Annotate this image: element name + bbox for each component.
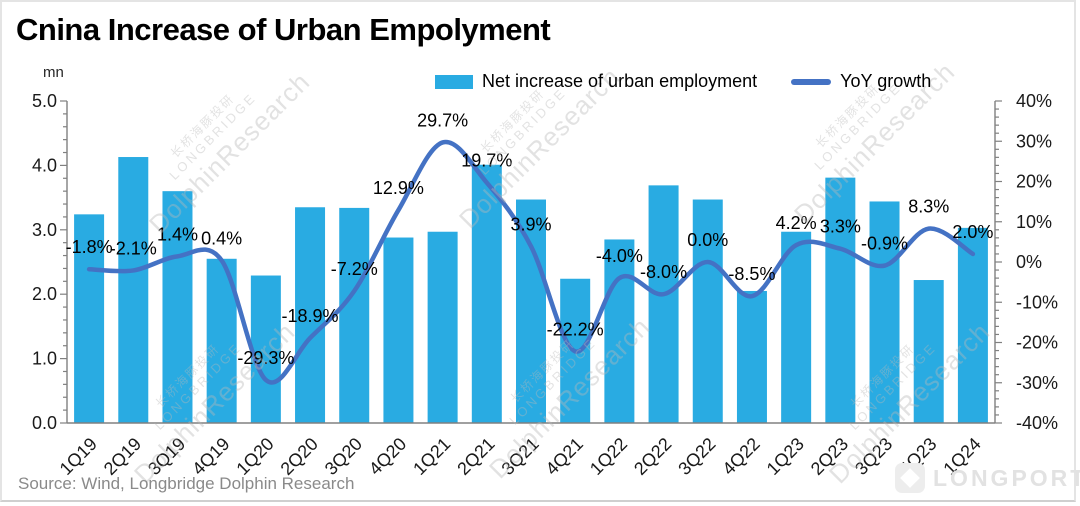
yoy-data-label-2Q21: 19.7% (461, 151, 512, 171)
x-axis-label-2Q20: 2Q20 (277, 434, 322, 479)
right-axis-tick-label: -40% (1016, 413, 1058, 433)
x-axis-label-2Q22: 2Q22 (630, 434, 675, 479)
source-note: Source: Wind, Longbridge Dolphin Researc… (18, 474, 355, 493)
yoy-data-label-2Q22: -8.0% (640, 262, 687, 282)
yoy-data-label-2Q20: -18.9% (282, 306, 339, 326)
yoy-data-label-3Q21: 3.9% (510, 214, 551, 234)
bar-2Q19 (118, 157, 149, 423)
yoy-data-label-1Q21: 29.7% (417, 110, 468, 130)
legend-label-bars: Net increase of urban employment (482, 71, 758, 91)
bar-3Q19 (162, 191, 193, 423)
right-axis-tick-label: 10% (1016, 212, 1052, 232)
yoy-data-label-4Q22: -8.5% (728, 264, 775, 284)
yoy-data-label-2Q23: 3.3% (820, 217, 861, 237)
longport-logo-text: LONGPORT (933, 464, 1080, 491)
bar-2Q20 (295, 207, 326, 423)
right-axis-tick-label: -30% (1016, 373, 1058, 393)
bar-1Q22 (604, 239, 635, 423)
bar-2Q23 (825, 177, 856, 423)
left-axis-tick-label: 1.0 (32, 349, 57, 369)
left-axis-tick-label: 2.0 (32, 284, 57, 304)
right-axis-tick-label: 20% (1016, 172, 1052, 192)
bar-4Q22 (736, 290, 767, 423)
x-axis-label-3Q22: 3Q22 (674, 434, 719, 479)
longport-logo: LONGPORT (895, 463, 1080, 493)
bar-1Q19 (74, 214, 105, 423)
legend-item-bars: Net increase of urban employment (435, 71, 757, 92)
longport-logo-icon (895, 463, 925, 493)
yoy-data-label-1Q22: -4.0% (596, 246, 643, 266)
left-axis-tick-label: 5.0 (32, 91, 57, 111)
x-axis-label-4Q20: 4Q20 (365, 434, 410, 479)
yoy-data-label-3Q22: 0.0% (687, 230, 728, 250)
line-swatch-icon (791, 78, 832, 85)
x-axis-label-4Q22: 4Q22 (718, 434, 763, 479)
yoy-data-label-3Q19: 1.4% (157, 224, 198, 244)
bar-3Q22 (692, 199, 723, 423)
yoy-data-label-1Q23: 4.2% (776, 213, 817, 233)
bar-3Q23 (869, 201, 900, 423)
yoy-data-label-4Q21: -22.2% (547, 319, 604, 339)
bar-swatch-icon (435, 74, 473, 89)
yoy-data-label-3Q23: -0.9% (861, 234, 908, 254)
x-axis-label-1Q23: 1Q23 (763, 434, 808, 479)
right-axis-tick-label: -10% (1016, 292, 1058, 312)
bar-3Q21 (516, 199, 546, 423)
right-axis-tick-label: 30% (1016, 131, 1052, 151)
x-axis-label-3Q23: 3Q23 (851, 434, 896, 479)
legend-item-line: YoY growth (791, 71, 931, 92)
x-axis-label-1Q21: 1Q21 (409, 434, 454, 479)
yoy-data-label-4Q23: 8.3% (908, 197, 949, 217)
x-axis-label-3Q21: 3Q21 (498, 434, 543, 479)
yoy-data-label-1Q24: 2.0% (952, 222, 993, 242)
bar-1Q23 (781, 231, 812, 423)
bar-1Q21 (427, 231, 458, 423)
yoy-data-label-3Q20: -7.2% (331, 259, 378, 279)
left-axis-tick-label: 4.0 (32, 155, 57, 175)
x-axis-label-1Q19: 1Q19 (56, 434, 101, 479)
left-axis-tick-label: 0.0 (32, 413, 57, 433)
right-axis-tick-label: 0% (1016, 252, 1042, 272)
x-axis-label-4Q19: 4Q19 (188, 434, 233, 479)
legend: Net increase of urban employment YoY gro… (435, 71, 931, 92)
yoy-data-label-2Q19: -2.1% (110, 238, 157, 258)
x-axis-label-3Q19: 3Q19 (144, 434, 189, 479)
yoy-data-label-1Q19: -1.8% (66, 237, 113, 257)
x-axis-label-4Q21: 4Q21 (542, 434, 587, 479)
bar-4Q20 (383, 237, 414, 423)
bar-2Q21 (471, 164, 502, 424)
bar-1Q24 (957, 227, 988, 423)
x-axis-label-1Q22: 1Q22 (586, 434, 631, 479)
left-axis-tick-label: 3.0 (32, 220, 57, 240)
yoy-data-label-1Q20: -29.3% (237, 348, 294, 368)
chart-title: Cnina Increase of Urban Empolyment (16, 12, 551, 47)
x-axis-label-3Q20: 3Q20 (321, 434, 366, 479)
yoy-data-label-4Q20: 12.9% (373, 178, 424, 198)
legend-label-line: YoY growth (840, 71, 932, 91)
right-axis-tick-label: 40% (1016, 91, 1052, 111)
left-axis-unit: mn (43, 64, 64, 81)
bar-4Q23 (913, 280, 944, 423)
x-axis-label-2Q23: 2Q23 (807, 434, 852, 479)
yoy-growth-line (86, 139, 976, 385)
x-axis-label-1Q20: 1Q20 (232, 434, 277, 479)
bar-3Q20 (339, 207, 370, 423)
bar-1Q20 (250, 275, 281, 423)
right-axis-tick-label: -20% (1016, 333, 1058, 353)
x-axis-label-2Q19: 2Q19 (100, 434, 145, 479)
yoy-data-label-4Q19: 0.4% (201, 228, 242, 248)
x-axis-label-2Q21: 2Q21 (453, 434, 498, 479)
bar-2Q22 (648, 185, 679, 423)
